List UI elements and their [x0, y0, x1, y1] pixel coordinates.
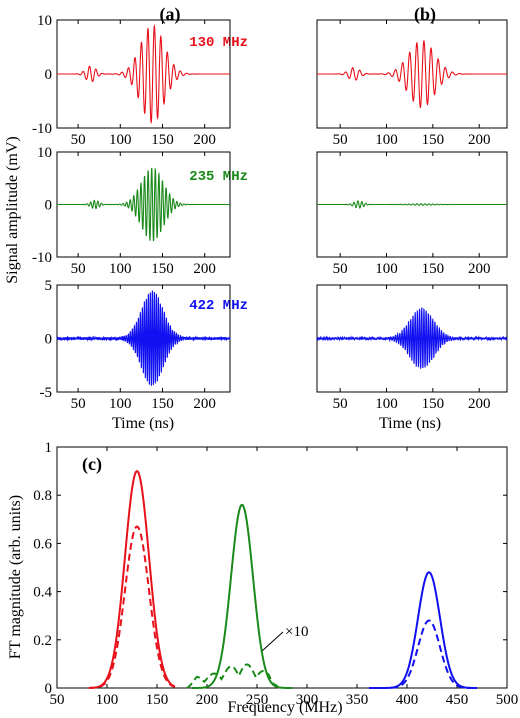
freq-label-422: 422 MHz: [189, 298, 248, 314]
x-tick-label: 150: [422, 261, 445, 277]
y-tick-label: 0: [45, 198, 53, 214]
x-tick-label: 50: [71, 396, 86, 412]
panel-c-label: (c): [82, 454, 102, 475]
x-tick-label: 50: [71, 132, 86, 148]
x-tick-label: 450: [446, 692, 469, 708]
x-tick-label: 150: [151, 132, 174, 148]
x-tick-label: 100: [375, 396, 398, 412]
y-tick-label: 0.6: [33, 536, 52, 552]
x-tick-label: 200: [468, 396, 491, 412]
freq-label-235: 235 MHz: [189, 169, 248, 185]
x10-annotation: ×10: [285, 624, 308, 640]
frequency-label: Frequency (MHz): [227, 699, 342, 716]
x-tick-label: 50: [333, 396, 348, 412]
y-tick-label: 1: [45, 440, 53, 456]
y-tick-label: 0.2: [33, 633, 52, 649]
x-tick-label: 500: [496, 692, 519, 708]
x-tick-label: 200: [196, 692, 219, 708]
spectrum-red-solid: [89, 471, 175, 688]
x-tick-label: 150: [422, 396, 445, 412]
x-tick-label: 50: [333, 132, 348, 148]
y-tick-label: 0: [45, 67, 53, 83]
x-tick-label: 150: [422, 132, 445, 148]
x-tick-label: 50: [71, 261, 86, 277]
x-tick-label: 100: [109, 132, 132, 148]
x-tick-label: 100: [109, 396, 132, 412]
spectrum-green-solid: [192, 505, 292, 688]
x-tick-label: 150: [146, 692, 169, 708]
y-tick-label: 10: [37, 145, 52, 161]
x-tick-label: 400: [396, 692, 419, 708]
signal-blue-(b): [317, 308, 507, 369]
x-tick-label: 200: [193, 396, 216, 412]
x-tick-label: 250: [246, 692, 269, 708]
y-tick-label: 0.8: [33, 488, 52, 504]
y-tick-label: 10: [37, 13, 52, 29]
signal-red-(b): [317, 41, 507, 107]
y-tick-label: -10: [32, 250, 52, 266]
y-tick-label: -10: [32, 121, 52, 137]
x-tick-label: 200: [468, 132, 491, 148]
x-tick-label: 200: [193, 261, 216, 277]
x-tick-label: 200: [193, 132, 216, 148]
x-tick-label: 200: [468, 261, 491, 277]
x-tick-label: 100: [109, 261, 132, 277]
x-tick-label: 150: [151, 396, 174, 412]
y-tick-label: 0: [45, 332, 53, 348]
signal-amplitude-label: Signal amplitude (mV): [4, 136, 21, 284]
x-tick-label: 100: [96, 692, 119, 708]
x-tick-label: 50: [333, 261, 348, 277]
y-tick-label: -5: [40, 385, 53, 401]
x-tick-label: 350: [346, 692, 369, 708]
signal-green-(b): [317, 201, 507, 208]
ft-magnitude-label: FT magnitude (arb. units): [7, 495, 24, 659]
x-tick-label: 150: [151, 261, 174, 277]
time-label-a: Time (ns): [112, 415, 174, 432]
y-tick-label: 5: [45, 278, 53, 294]
x-tick-label: 100: [375, 132, 398, 148]
x10-arrow: [262, 632, 283, 651]
spectrum-blue-dashed: [369, 621, 477, 688]
plots-layer: 50 100 150 200-1001050 100 150 200-1001050 100 1…: [32, 13, 518, 708]
x-tick-label: 300: [296, 692, 319, 708]
x-tick-label: 100: [375, 261, 398, 277]
y-tick-label: 0.4: [33, 585, 52, 601]
y-tick-label: 0: [45, 681, 53, 697]
freq-label-130: 130 MHz: [189, 35, 248, 51]
time-label-b: Time (ns): [379, 415, 441, 432]
